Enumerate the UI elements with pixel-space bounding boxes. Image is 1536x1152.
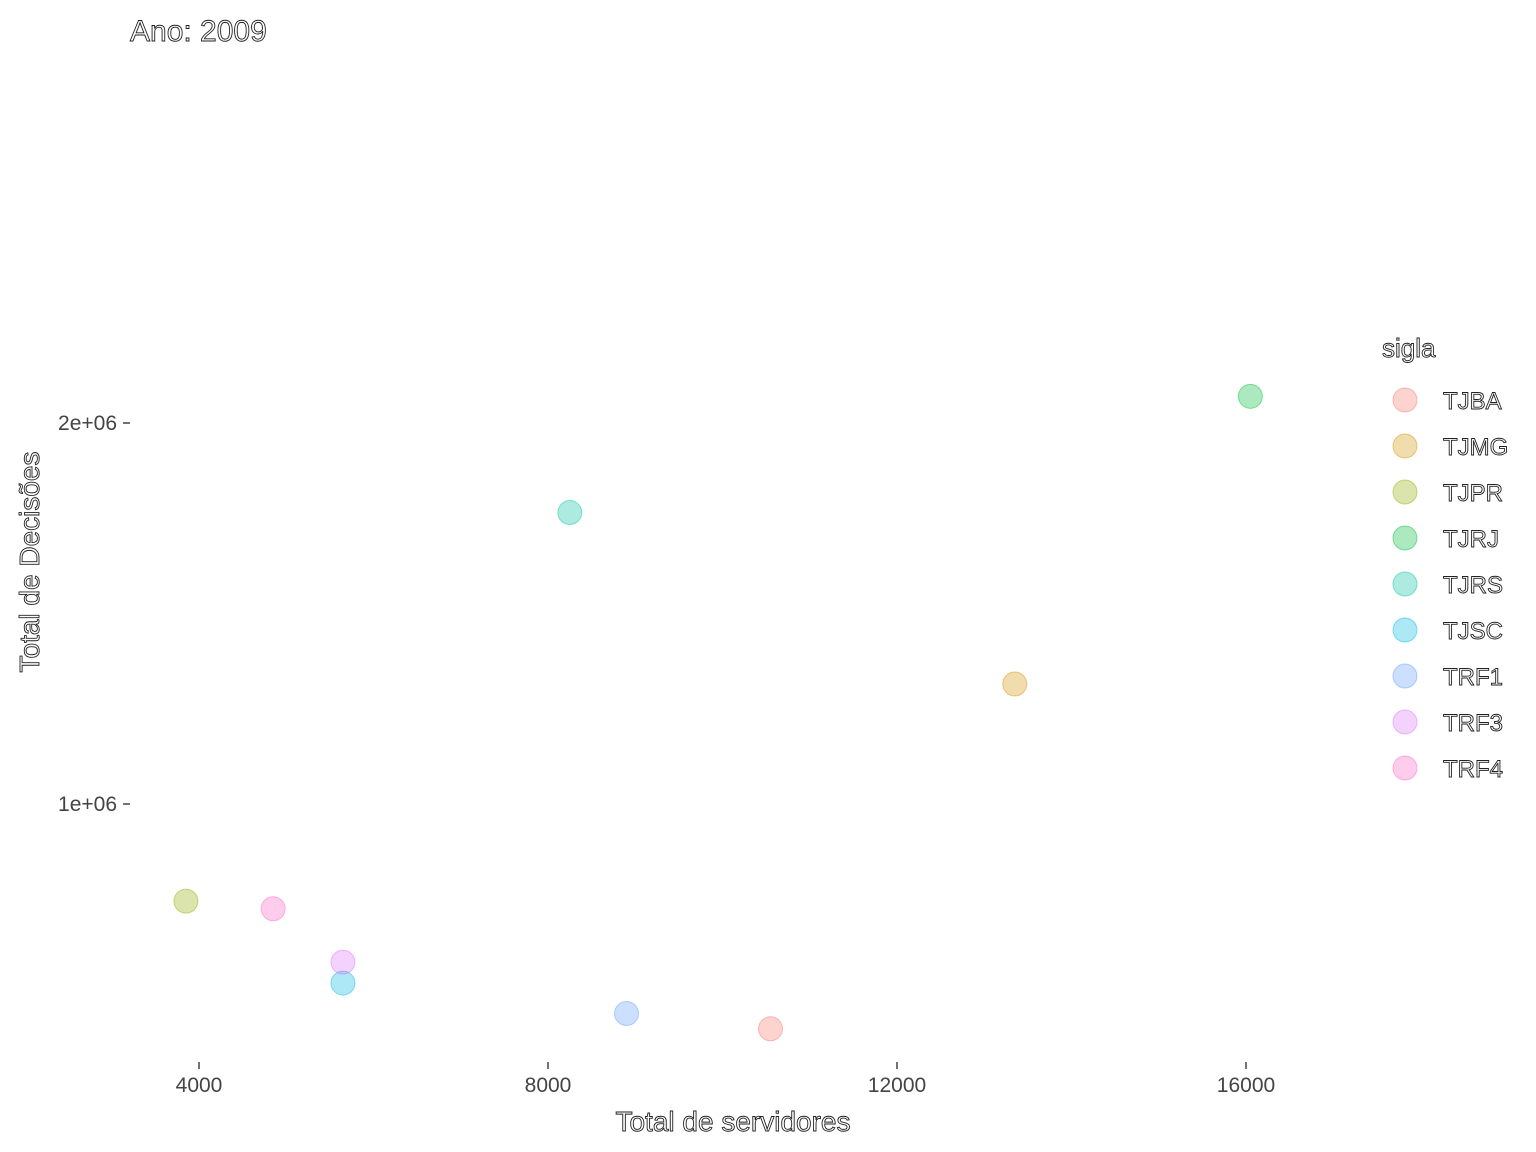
legend-key-trf3: [1392, 709, 1418, 735]
legend-key-tjpr: [1392, 479, 1418, 505]
legend-label: TRF3: [1443, 710, 1503, 737]
legend-label: TRF4: [1443, 756, 1503, 783]
legend-label: TJRJ: [1443, 526, 1499, 553]
legend-item-tjba: TJBA: [1392, 387, 1502, 415]
legend-item-trf4: TRF4: [1392, 755, 1503, 783]
legend-key-trf1: [1392, 663, 1418, 689]
x-tick-label: 12000: [868, 1074, 926, 1097]
legend-label: TJRS: [1443, 572, 1503, 599]
y-tick-label: 1e+06: [58, 793, 117, 816]
x-tick-label: 16000: [1217, 1074, 1275, 1097]
point-tjsc: [330, 970, 356, 996]
point-tjba: [757, 1016, 783, 1042]
y-axis: 1e+06 2e+06: [58, 412, 130, 816]
data-points: [173, 383, 1263, 1042]
x-axis: 4000 8000 12000 16000: [176, 1062, 1275, 1097]
point-trf4: [260, 896, 286, 922]
legend-label: TJBA: [1443, 388, 1502, 415]
x-tick-label: 8000: [525, 1074, 572, 1097]
point-tjrj: [1237, 383, 1263, 409]
legend-item-tjrj: TJRJ: [1392, 525, 1499, 553]
legend-label: TRF1: [1443, 664, 1503, 691]
legend-label: TJMG: [1443, 434, 1508, 461]
x-axis-label: Total de servidores: [615, 1106, 850, 1137]
legend-label: TJSC: [1443, 618, 1503, 645]
legend-key-trf4: [1392, 755, 1418, 781]
y-tick-label: 2e+06: [58, 412, 117, 435]
legend-item-tjmg: TJMG: [1392, 433, 1509, 461]
legend-key-tjrj: [1392, 525, 1418, 551]
chart-title: Ano: 2009: [130, 15, 267, 48]
legend: sigla TJBA TJMG TJPR TJRJ TJRS TJSC TRF1 TRF3 TR…: [1382, 333, 1509, 784]
legend-key-tjba: [1392, 387, 1418, 413]
legend-label: TJPR: [1443, 480, 1503, 507]
legend-key-tjmg: [1392, 433, 1418, 459]
point-trf3: [330, 949, 356, 975]
point-tjrs: [557, 500, 583, 526]
x-tick-label: 4000: [176, 1074, 223, 1097]
legend-item-tjrs: TJRS: [1392, 571, 1503, 599]
legend-item-tjpr: TJPR: [1392, 479, 1503, 507]
legend-key-tjrs: [1392, 571, 1418, 597]
legend-item-tjsc: TJSC: [1392, 617, 1503, 645]
legend-item-trf1: TRF1: [1392, 663, 1503, 691]
legend-title: sigla: [1382, 333, 1436, 363]
point-tjmg: [1002, 671, 1028, 697]
legend-key-tjsc: [1392, 617, 1418, 643]
point-tjpr: [173, 888, 199, 914]
point-trf1: [614, 1001, 640, 1027]
y-axis-label: Total de Decisões: [14, 451, 45, 672]
legend-item-trf3: TRF3: [1392, 709, 1503, 737]
